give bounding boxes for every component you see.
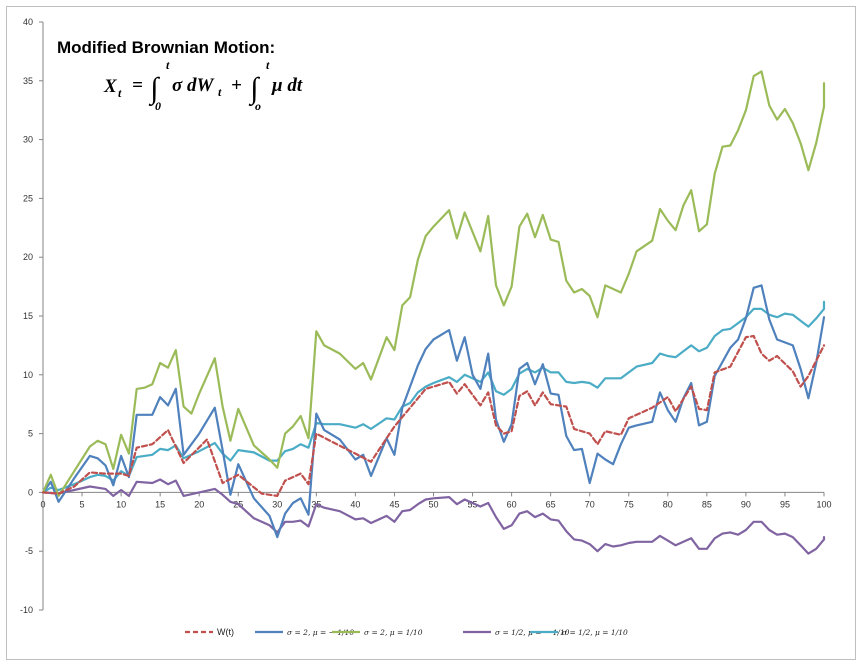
series-line-4 — [41, 300, 826, 494]
x-tick-label: 5 — [80, 499, 85, 509]
y-tick-label: 5 — [28, 429, 33, 439]
legend-label-4: σ = 1/2, μ = 1/10 — [562, 628, 628, 637]
legend-label-1: σ = 2, μ = − 1/10 — [287, 628, 354, 637]
y-tick-label: 40 — [23, 17, 33, 27]
formula-lhs: X — [103, 76, 118, 97]
formula-int1-upper: t — [166, 58, 170, 72]
formula-int2-upper: t — [266, 58, 270, 72]
x-tick-label: 95 — [780, 499, 790, 509]
y-tick-label: 15 — [23, 311, 33, 321]
x-tick-label: 75 — [624, 499, 634, 509]
series-line-0 — [41, 334, 826, 497]
formula-int2-lower: o — [255, 99, 261, 113]
series-layer — [41, 70, 826, 555]
y-tick-label: 25 — [23, 193, 33, 203]
formula-int1-lower: 0 — [155, 99, 161, 113]
x-tick-label: 15 — [155, 499, 165, 509]
legend: W(t) σ = 2, μ = − 1/10 σ = 2, μ = 1/10 σ = … — [185, 627, 628, 637]
x-tick-label: 50 — [428, 499, 438, 509]
formula-int2-body: μ dt — [271, 75, 303, 96]
x-tick-label: 60 — [507, 499, 517, 509]
y-tick-label: 0 — [28, 487, 33, 497]
formula-lhs-sub: t — [118, 86, 122, 100]
series-line-2 — [41, 70, 826, 497]
legend-label-2: σ = 2, μ = 1/10 — [364, 628, 423, 637]
x-tick-label: 65 — [546, 499, 556, 509]
x-tick-label: 90 — [741, 499, 751, 509]
y-tick-label: 10 — [23, 370, 33, 380]
y-tick-label: 20 — [23, 252, 33, 262]
x-tick-label: 30 — [272, 499, 282, 509]
legend-label-0: W(t) — [217, 627, 234, 637]
y-tick-label: 30 — [23, 135, 33, 145]
x-tick-label: 10 — [116, 499, 126, 509]
formula: X t = ∫ t 0 σ dW t + ∫ t o μ dt — [103, 58, 303, 113]
y-tick-label: -5 — [25, 546, 33, 556]
x-tick-label: 85 — [702, 499, 712, 509]
x-tick-label: 100 — [816, 499, 831, 509]
series-line-3 — [41, 478, 826, 555]
x-tick-label: 20 — [194, 499, 204, 509]
y-tick-label: -10 — [20, 605, 33, 615]
formula-plus: + — [231, 75, 242, 96]
x-tick-label: 0 — [40, 499, 45, 509]
x-tick-label: 80 — [663, 499, 673, 509]
formula-integral-1: ∫ — [148, 72, 160, 107]
x-tick-label: 40 — [350, 499, 360, 509]
series-line-1 — [41, 284, 826, 539]
x-tick-label: 55 — [468, 499, 478, 509]
chart-title: Modified Brownian Motion: — [57, 38, 275, 57]
x-tick-label: 70 — [585, 499, 595, 509]
formula-equals: = — [132, 75, 143, 96]
chart-border — [6, 6, 856, 660]
x-tick-label: 45 — [389, 499, 399, 509]
formula-integral-2: ∫ — [248, 72, 260, 107]
y-tick-label: 35 — [23, 76, 33, 86]
formula-int1-sub: t — [218, 85, 222, 99]
formula-int1-body: σ dW — [172, 75, 214, 96]
